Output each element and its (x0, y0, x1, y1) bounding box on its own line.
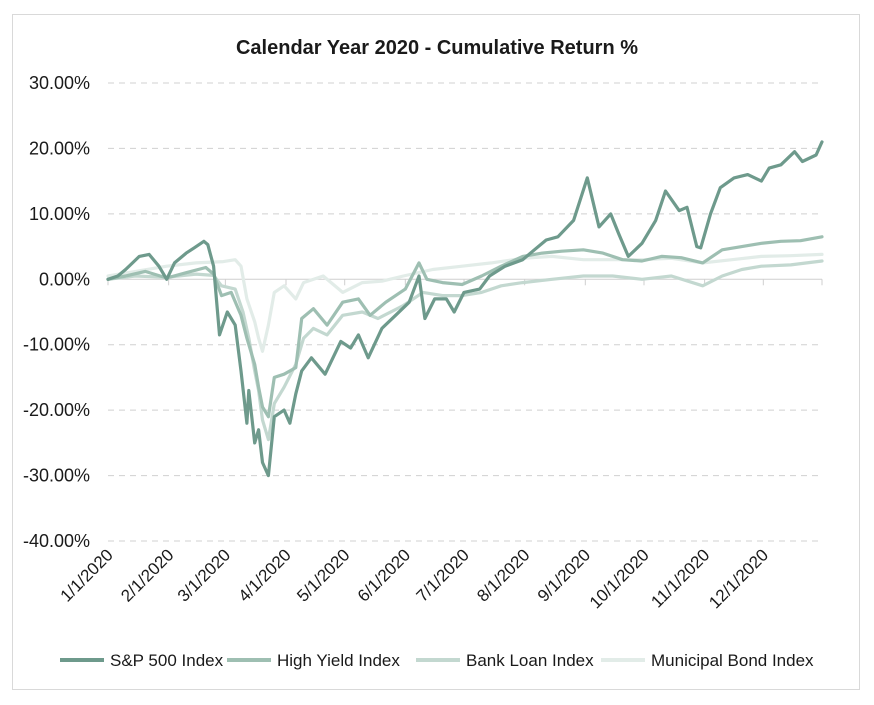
x-tick-label: 6/1/2020 (354, 545, 414, 605)
x-tick-label: 7/1/2020 (413, 545, 473, 605)
y-tick-label: 10.00% (29, 204, 90, 224)
y-axis-ticks: 30.00% 20.00% 10.00% 0.00% -10.00% -20.00% -30… (23, 73, 90, 551)
y-tick-label: -10.00% (23, 335, 90, 355)
x-tick-label: 4/1/2020 (235, 545, 295, 605)
legend-label: Bank Loan Index (466, 651, 594, 670)
y-tick-label: 0.00% (39, 269, 90, 289)
x-tick-label: 10/1/2020 (586, 545, 653, 612)
x-tick-label: 12/1/2020 (705, 545, 772, 612)
grid-lines (108, 82, 823, 542)
x-tick-label: 9/1/2020 (534, 545, 594, 605)
legend-label: S&P 500 Index (110, 651, 224, 670)
y-tick-label: -40.00% (23, 531, 90, 551)
y-tick-label: -20.00% (23, 400, 90, 420)
y-tick-label: 30.00% (29, 73, 90, 93)
series-line-1 (106, 235, 824, 419)
x-tick-label: 11/1/2020 (647, 545, 713, 611)
x-tick-label: 8/1/2020 (473, 545, 533, 605)
series-line-0 (106, 140, 824, 478)
x-tick-label: 2/1/2020 (117, 545, 177, 605)
y-tick-label: 20.00% (29, 138, 90, 158)
x-tick-label: 3/1/2020 (174, 545, 234, 605)
legend-label: High Yield Index (277, 651, 400, 670)
legend: S&P 500 Index High Yield Index Bank Loan I… (60, 651, 814, 670)
x-tick-label: 1/1/2020 (57, 545, 117, 605)
chart-title: Calendar Year 2020 - Cumulative Return % (236, 37, 638, 59)
legend-label: Municipal Bond Index (651, 651, 814, 670)
x-tick-label: 5/1/2020 (293, 545, 353, 605)
chart-frame (12, 14, 860, 690)
series-lines (106, 140, 824, 478)
series-line-2 (106, 259, 824, 442)
y-tick-label: -30.00% (23, 466, 90, 486)
